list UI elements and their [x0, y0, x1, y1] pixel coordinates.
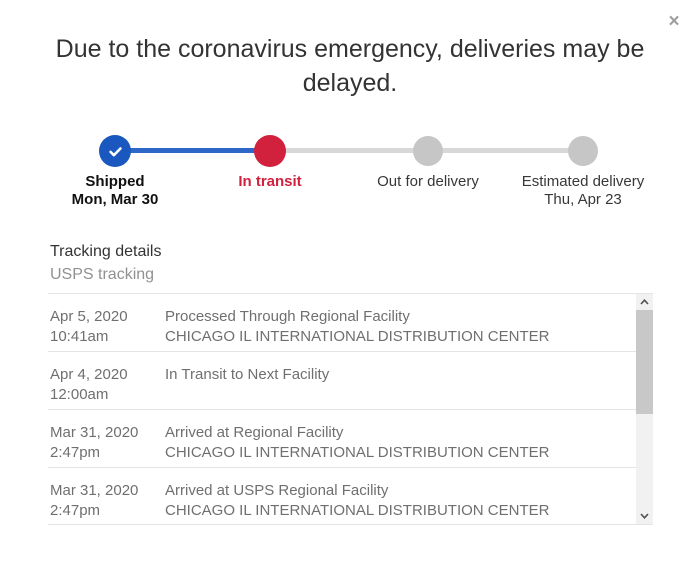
tracking-event-row: Apr 5, 2020 10:41am Processed Through Re…: [48, 294, 636, 352]
step-label-text: Estimated delivery: [521, 173, 645, 190]
step-label-out-for-delivery: Out for delivery: [348, 173, 508, 191]
step-label-estimated-delivery: Estimated delivery Thu, Apr 23: [503, 173, 663, 209]
events-scrollbar[interactable]: [636, 294, 653, 524]
event-datetime: Mar 31, 2020 2:47pm: [50, 423, 165, 467]
notice-line-2: delayed.: [302, 69, 398, 97]
event-date: Mar 31, 2020: [50, 424, 139, 441]
step-label-in-transit: In transit: [190, 173, 350, 191]
event-time: 2:47pm: [50, 444, 101, 461]
scrollbar-thumb[interactable]: [636, 310, 653, 414]
progress-line-gray: [115, 148, 583, 153]
step-sublabel-text: Mon, Mar 30: [71, 191, 159, 208]
tracking-event-row: Mar 31, 2020 2:47pm Arrived at USPS Regi…: [48, 468, 636, 526]
event-description: In Transit to Next Facility: [165, 365, 636, 409]
step-label-text: Shipped: [85, 173, 145, 190]
step-label-text: In transit: [238, 173, 302, 190]
event-status: Processed Through Regional Facility: [165, 308, 410, 325]
event-description: Arrived at Regional Facility CHICAGO IL …: [165, 423, 636, 467]
event-time: 2:47pm: [50, 502, 101, 519]
event-status: Arrived at USPS Regional Facility: [165, 482, 389, 499]
event-description: Arrived at USPS Regional Facility CHICAG…: [165, 481, 636, 526]
carrier-label: USPS tracking: [50, 266, 155, 283]
event-location: CHICAGO IL INTERNATIONAL DISTRIBUTION CE…: [165, 502, 550, 519]
shipment-progress-tracker: Shipped Mon, Mar 30 In transit Out for d…: [0, 0, 700, 230]
event-datetime: Apr 4, 2020 12:00am: [50, 365, 165, 409]
event-date: Apr 5, 2020: [50, 308, 128, 325]
tracking-details-heading: Tracking details: [50, 243, 162, 260]
coronavirus-delay-notice: Due to the coronavirus emergency, delive…: [40, 32, 660, 100]
tracking-event-row: Mar 31, 2020 2:47pm Arrived at Regional …: [48, 410, 636, 468]
tracking-event-row: Apr 4, 2020 12:00am In Transit to Next F…: [48, 352, 636, 410]
event-status: In Transit to Next Facility: [165, 366, 330, 383]
tracking-events-list: Apr 5, 2020 10:41am Processed Through Re…: [48, 293, 653, 525]
check-icon: [108, 146, 122, 156]
scroll-down-icon[interactable]: [636, 508, 653, 524]
step-label-text: Out for delivery: [377, 173, 479, 190]
event-time: 12:00am: [50, 386, 109, 403]
step-shipped-dot: [99, 135, 131, 167]
event-time: 10:41am: [50, 328, 109, 345]
event-status: Arrived at Regional Facility: [165, 424, 344, 441]
event-description: Processed Through Regional Facility CHIC…: [165, 307, 636, 351]
step-out-for-delivery-dot: [413, 136, 443, 166]
event-datetime: Mar 31, 2020 2:47pm: [50, 481, 165, 526]
event-location: CHICAGO IL INTERNATIONAL DISTRIBUTION CE…: [165, 328, 550, 345]
event-date: Apr 4, 2020: [50, 366, 128, 383]
step-in-transit-dot: [254, 135, 286, 167]
event-datetime: Apr 5, 2020 10:41am: [50, 307, 165, 351]
step-label-shipped: Shipped Mon, Mar 30: [35, 173, 195, 209]
notice-line-1: Due to the coronavirus emergency, delive…: [55, 35, 645, 63]
scroll-up-icon[interactable]: [636, 294, 653, 310]
close-icon[interactable]: ×: [668, 11, 680, 32]
event-date: Mar 31, 2020: [50, 482, 139, 499]
step-estimated-delivery-dot: [568, 136, 598, 166]
event-location: CHICAGO IL INTERNATIONAL DISTRIBUTION CE…: [165, 444, 550, 461]
step-sublabel-text: Thu, Apr 23: [544, 191, 622, 208]
progress-line-blue: [115, 148, 270, 153]
